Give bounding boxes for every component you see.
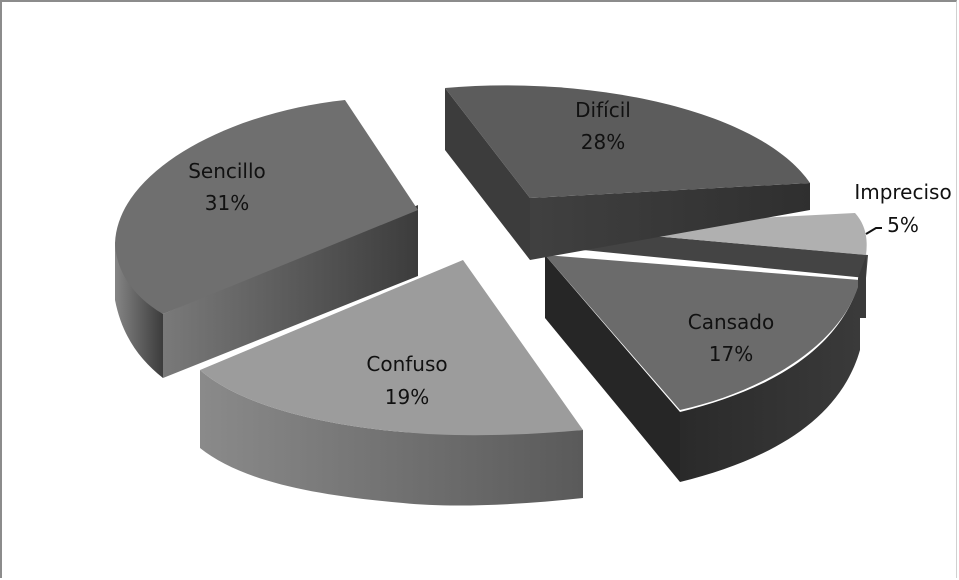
slice-impreciso-leader <box>865 227 882 235</box>
slice-confuso-side <box>200 370 583 506</box>
slice-cansado-name: Cansado <box>688 310 775 334</box>
slice-cansado-percent: 17% <box>709 342 753 366</box>
slice-sencillo[interactable]: Sencillo 31% <box>115 100 418 378</box>
slice-dificil-percent: 28% <box>581 130 625 154</box>
slice-cansado-top <box>545 255 860 410</box>
slice-impreciso[interactable]: Impreciso 5% <box>563 180 952 318</box>
slice-sencillo-top <box>115 100 418 314</box>
slice-cansado-side <box>680 280 860 482</box>
slice-confuso[interactable]: Confuso 19% <box>200 260 583 506</box>
slice-impreciso-top <box>563 213 867 255</box>
slice-dificil-side-left <box>445 88 530 260</box>
slice-sencillo-percent: 31% <box>205 191 249 215</box>
slice-impreciso-name: Impreciso <box>854 180 951 204</box>
slice-cansado-side-left <box>545 255 680 482</box>
slice-confuso-name: Confuso <box>366 352 447 376</box>
slice-confuso-top <box>200 260 583 436</box>
slice-dificil-top <box>445 85 810 198</box>
slice-sencillo-name: Sencillo <box>188 159 266 183</box>
slice-dificil[interactable]: Difícil 28% <box>445 85 810 260</box>
slice-dificil-name: Difícil <box>575 98 631 122</box>
slice-sencillo-side <box>115 205 418 378</box>
slice-impreciso-side <box>563 228 868 278</box>
slice-impreciso-percent: 5% <box>887 213 919 237</box>
slice-cansado[interactable]: Cansado 17% <box>545 255 860 482</box>
slice-confuso-percent: 19% <box>385 385 429 409</box>
slice-dificil-side <box>530 183 810 260</box>
slice-impreciso-side-right <box>858 256 866 318</box>
